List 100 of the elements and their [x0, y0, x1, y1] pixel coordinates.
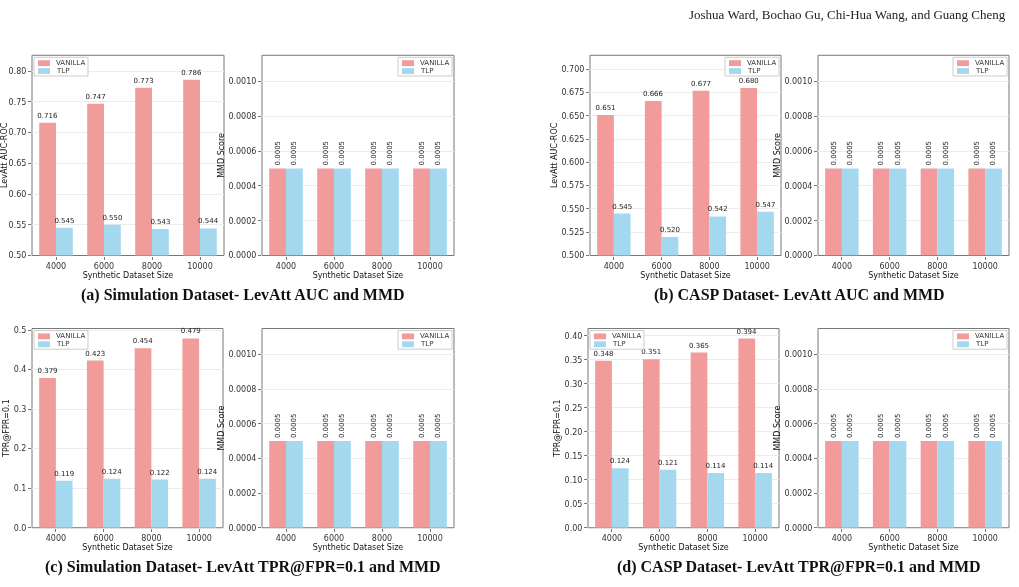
y-tick-label: 0.0008 — [228, 384, 257, 394]
y-tick-label: 0.05 — [564, 499, 583, 509]
y-tick-label: 0.4 — [13, 365, 27, 375]
x-tick-label: 4000 — [45, 534, 67, 544]
x-tick-label: 4000 — [275, 534, 297, 544]
y-axis-title: LevAtt AUC-ROC — [550, 122, 560, 189]
bar — [39, 377, 56, 528]
x-tick-label: 6000 — [651, 262, 672, 272]
text: (c) Simulation Dataset- LevAtt TPR@FPR=0.1 and MMD — [45, 558, 441, 576]
y-tick-label: 0.0010 — [228, 77, 257, 87]
x-axis-title: Synthetic Dataset Size — [82, 543, 173, 553]
y-tick-label: 0.70 — [8, 128, 27, 138]
text: (a) Simulation Dataset- LevAtt AUC and MMD — [81, 286, 405, 304]
bar — [659, 469, 677, 528]
y-axis-title: MMD Score — [217, 132, 227, 178]
y-tick-label: 0.0002 — [228, 216, 257, 226]
y-axis-title: LevAtt AUC-ROC — [0, 122, 9, 189]
x-axis-title: Synthetic Dataset Size — [312, 543, 404, 553]
y-tick-label: 0.40 — [564, 331, 583, 341]
x-tick-label: 8000 — [371, 534, 393, 544]
bar — [611, 468, 629, 528]
y-tick-label: 0.0010 — [228, 350, 257, 360]
bar — [642, 359, 660, 528]
x-axis-title: Synthetic Dataset Size — [638, 543, 729, 553]
y-axis-title: TPR@FPR=0.1 — [2, 399, 12, 458]
y-tick-label: 0.700 — [561, 65, 585, 75]
x-tick-label: 4000 — [603, 262, 625, 272]
bar — [199, 478, 216, 528]
y-tick-label: 0.625 — [561, 134, 585, 144]
y-tick-label: 0.0000 — [784, 251, 813, 261]
y-tick-label: 0.30 — [564, 379, 583, 389]
y-tick-label: 0.0008 — [228, 112, 257, 122]
y-tick-label: 0.0002 — [228, 488, 257, 498]
x-tick-label: 6000 — [93, 534, 114, 544]
x-tick-label: 4000 — [831, 534, 853, 544]
y-tick-label: 0.55 — [8, 220, 27, 230]
y-tick-label: 0.675 — [561, 88, 585, 98]
y-tick-label: 0.0010 — [784, 350, 813, 360]
y-axis-title: MMD Score — [217, 405, 227, 451]
y-tick-label: 0.600 — [561, 158, 585, 168]
y-tick-label: 0.0006 — [228, 146, 257, 156]
x-tick-label: 8000 — [699, 262, 720, 272]
text: (b) CASP Dataset- LevAtt AUC and MMD — [654, 286, 945, 304]
bar — [55, 480, 73, 528]
y-tick-label: 0.65 — [8, 159, 27, 169]
y-tick-label: 0.35 — [564, 355, 583, 365]
y-tick-label: 0.0008 — [784, 112, 813, 122]
y-tick-label: 0.5 — [13, 325, 27, 335]
x-tick-label: 8000 — [141, 262, 163, 272]
bar — [134, 348, 152, 528]
y-tick-label: 0.500 — [561, 251, 585, 261]
y-axis-title: TPR@FPR=0.1 — [553, 399, 563, 458]
y-tick-label: 0.0006 — [784, 146, 813, 156]
x-tick-label: 10000 — [972, 534, 998, 544]
x-tick-label: 4000 — [275, 262, 297, 272]
y-axis-title: MMD Score — [773, 132, 783, 178]
x-tick-label: 8000 — [141, 534, 162, 544]
x-tick-label: 8000 — [927, 262, 948, 272]
y-tick-label: 0.60 — [8, 189, 27, 199]
x-tick-label: 6000 — [879, 534, 900, 544]
y-tick-label: 0.75 — [8, 97, 27, 107]
y-tick-label: 0.0000 — [228, 523, 257, 533]
bar — [86, 360, 104, 528]
x-tick-label: 10000 — [417, 262, 443, 272]
bar — [103, 478, 121, 528]
y-tick-label: 0.0006 — [784, 419, 813, 429]
x-tick-label: 8000 — [371, 262, 393, 272]
y-tick-label: 0.15 — [564, 451, 583, 461]
text: (d) CASP Dataset- LevAtt TPR@FPR=0.1 and MMD — [617, 558, 981, 576]
y-tick-label: 0.0000 — [784, 523, 813, 533]
bar — [151, 479, 169, 528]
x-axis-title: Synthetic Dataset Size — [312, 271, 404, 281]
x-tick-label: 6000 — [649, 534, 670, 544]
y-tick-label: 0.0008 — [784, 384, 813, 394]
x-axis-title: Synthetic Dataset Size — [82, 271, 174, 281]
y-tick-label: 0.50 — [8, 251, 27, 261]
y-tick-label: 0.00 — [564, 523, 583, 533]
y-tick-label: 0.525 — [561, 228, 585, 238]
x-tick-label: 10000 — [187, 262, 213, 272]
bar — [755, 473, 772, 528]
y-tick-label: 0.25 — [564, 403, 583, 413]
y-tick-label: 0.0000 — [228, 251, 257, 261]
y-tick-label: 0.0 — [13, 523, 27, 533]
x-tick-label: 8000 — [697, 534, 718, 544]
y-tick-label: 0.20 — [564, 427, 583, 437]
y-tick-label: 0.575 — [561, 181, 585, 191]
x-tick-label: 10000 — [972, 262, 998, 272]
x-tick-label: 10000 — [186, 534, 212, 544]
x-tick-label: 10000 — [744, 262, 770, 272]
x-axis-title: Synthetic Dataset Size — [640, 271, 731, 281]
x-tick-label: 10000 — [742, 534, 768, 544]
y-tick-label: 0.0004 — [784, 454, 813, 464]
y-tick-label: 0.80 — [8, 67, 27, 77]
y-tick-label: 0.0010 — [784, 77, 813, 87]
y-tick-label: 0.0002 — [784, 216, 813, 226]
y-tick-label: 0.10 — [564, 475, 583, 485]
y-tick-label: 0.3 — [13, 404, 27, 414]
y-axis-title: MMD Score — [773, 405, 783, 451]
y-tick-label: 0.0004 — [784, 181, 813, 191]
x-tick-label: 8000 — [927, 534, 948, 544]
